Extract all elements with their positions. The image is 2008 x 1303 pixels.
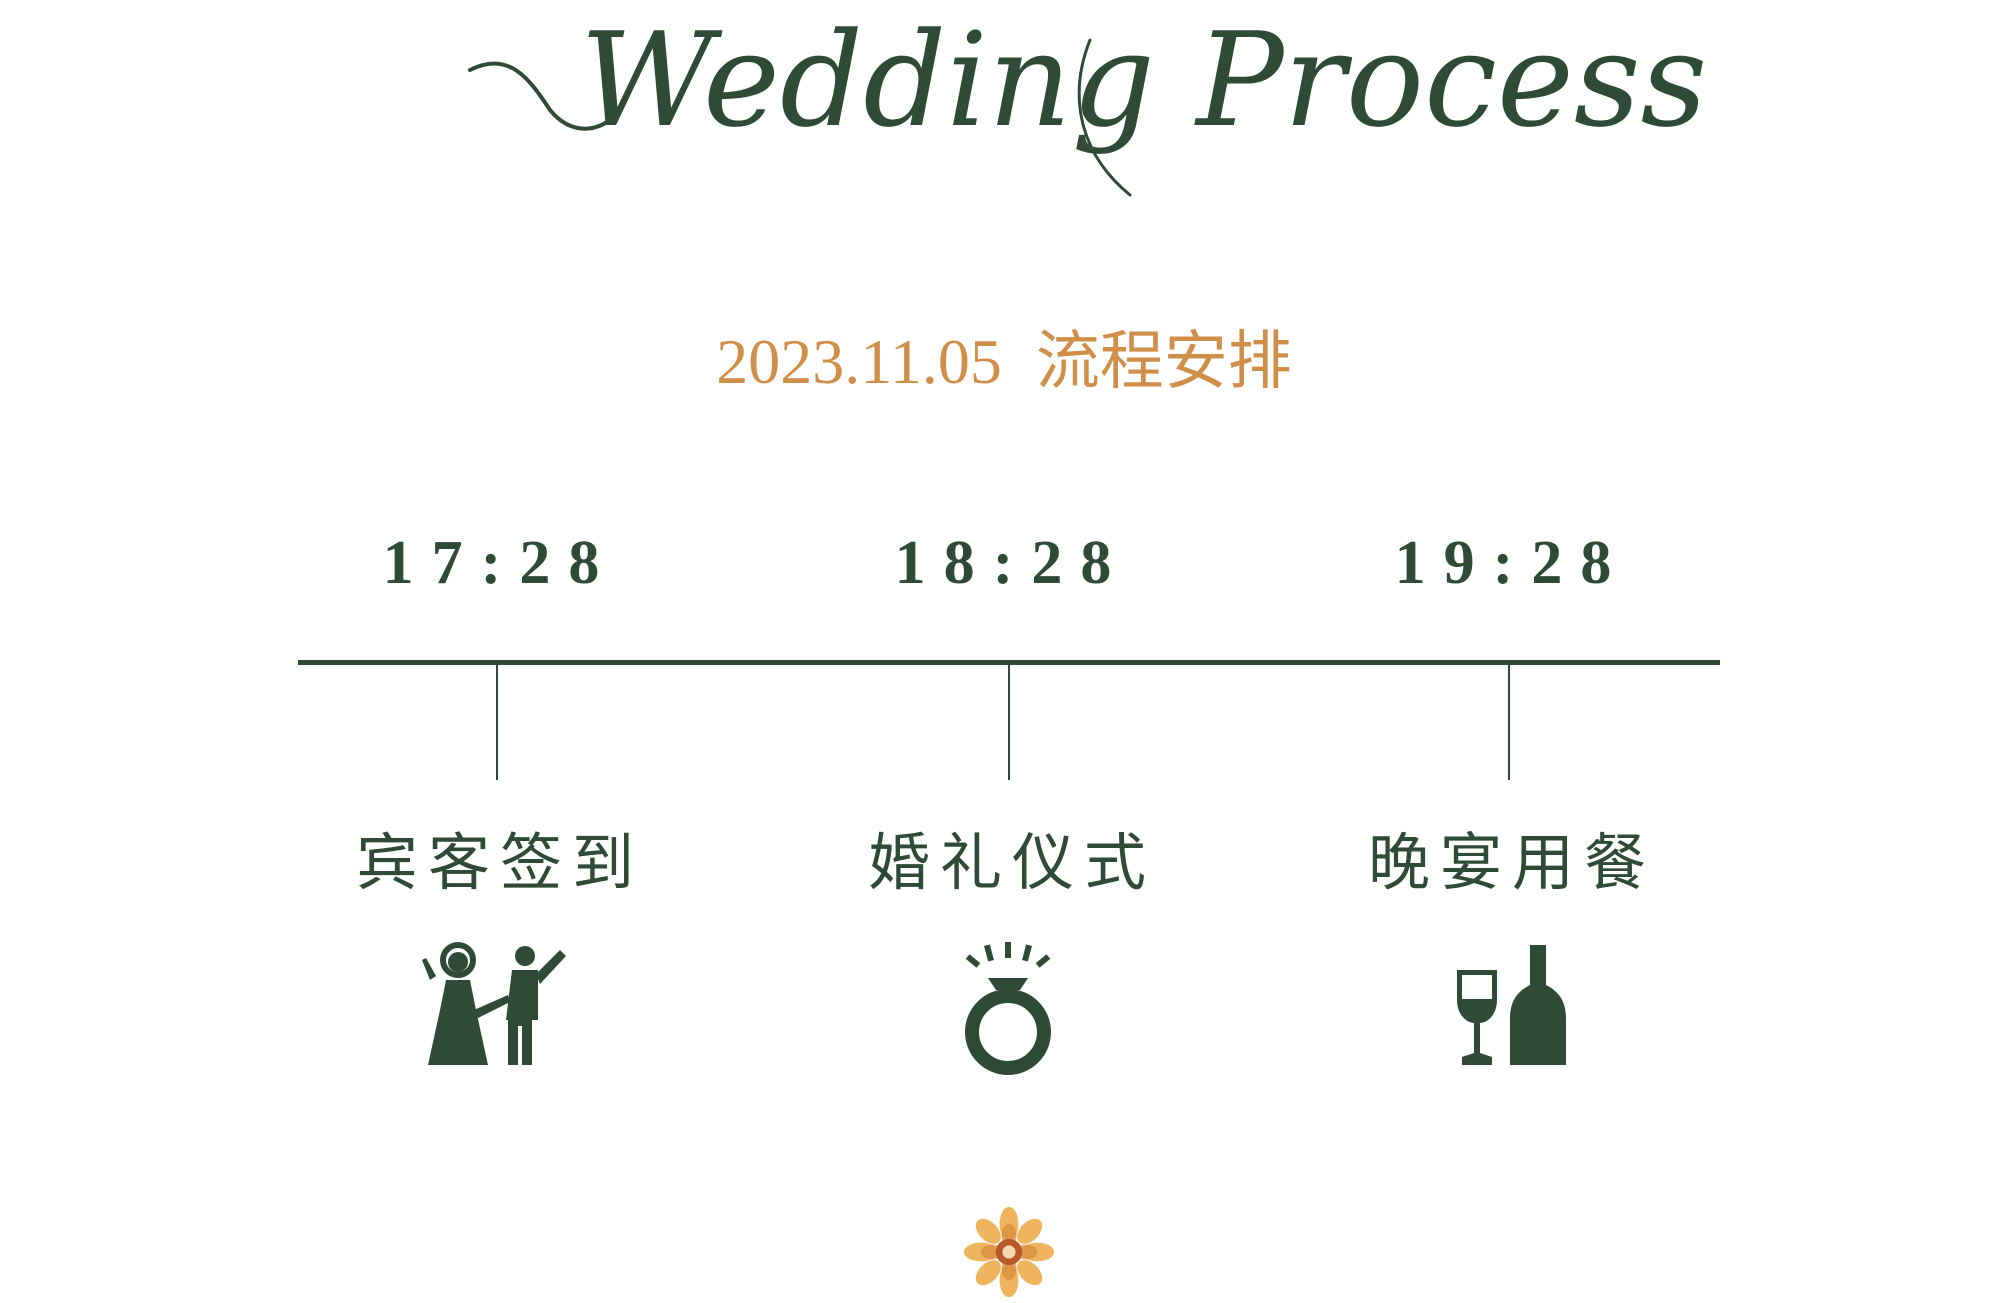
- schedule-caption: 流程安排: [1035, 326, 1292, 397]
- schedule-subtitle: 2023.11.05 流程安排: [0, 310, 2008, 402]
- wine-bottle-icon: [1452, 945, 1572, 1070]
- time-checkin: 17:28: [382, 529, 618, 597]
- schedule-date: 2023.11.05: [716, 326, 1002, 397]
- time-dinner: 19:28: [1394, 529, 1630, 597]
- timeline-tick: [1508, 664, 1510, 780]
- event-ceremony: 婚礼仪式: [867, 826, 1156, 899]
- event-dinner: 晚宴用餐: [1367, 826, 1656, 899]
- flower-icon: [962, 1205, 1056, 1299]
- script-title-text: Wedding Process: [580, 4, 1707, 156]
- script-title: Wedding Process: [468, 0, 1707, 200]
- diamond-ring-icon: [958, 940, 1058, 1075]
- timeline-tick: [496, 664, 498, 780]
- timeline-tick: [1008, 664, 1010, 780]
- timeline-line: [298, 660, 1720, 665]
- time-ceremony: 18:28: [894, 529, 1130, 597]
- event-checkin: 宾客签到: [355, 826, 644, 899]
- bride-groom-icon: [420, 940, 570, 1070]
